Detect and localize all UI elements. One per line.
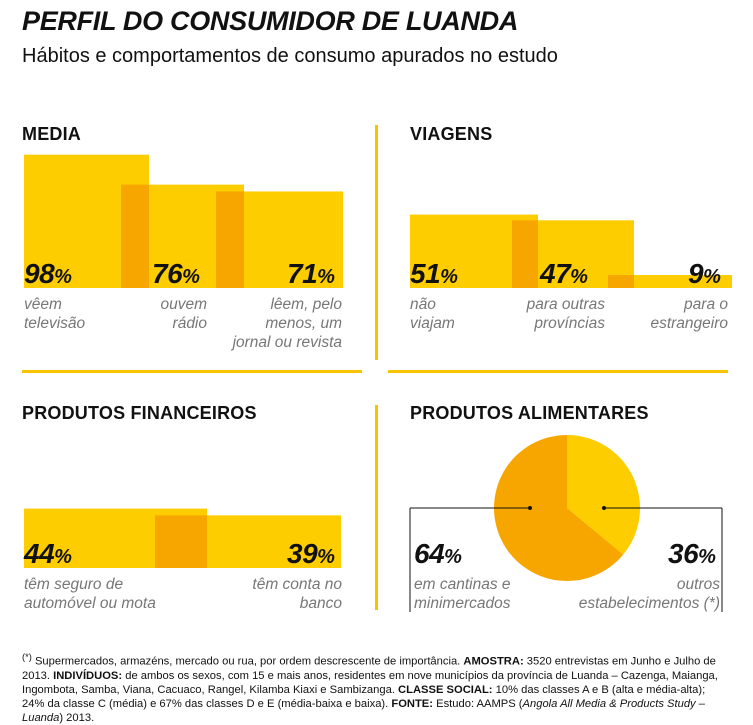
media-bars-overlap-1 (121, 184, 149, 288)
category-financeiros-1: têm conta no banco (252, 576, 342, 612)
value-label-media-0: 98% (24, 258, 72, 289)
category-viagens-0: não viajam (410, 296, 455, 332)
category-media-1: ouvem rádio (160, 296, 207, 332)
media-bars-overlap-2 (216, 191, 244, 288)
pie-slice-0 (493, 435, 624, 581)
fin-bars-overlap-1 (155, 515, 207, 568)
category-alimentares-1: outros estabelecimentos (*) (578, 576, 720, 612)
alimentares-leader-lines (409, 506, 723, 612)
section-title-alimentares: PRODUTOS ALIMENTARES (410, 403, 649, 423)
value-label-financeiros-1: 39% (287, 538, 335, 569)
category-financeiros-0: têm seguro de automóvel ou mota (24, 576, 156, 612)
value-label-viagens-2: 9% (688, 258, 721, 289)
category-media-0: vêem televisão (24, 296, 86, 332)
footnote: (*) Supermercados, armazéns, mercado ou … (22, 652, 718, 724)
page-title: PERFIL DO CONSUMIDOR DE LUANDA (22, 6, 519, 36)
value-label-financeiros-0: 44% (24, 538, 72, 569)
viagens-bars-overlap-1 (512, 220, 538, 288)
leader-dot-36 (602, 506, 606, 510)
value-label-viagens-1: 47% (540, 258, 588, 289)
divider-vertical-bottom (375, 405, 378, 610)
page-subtitle: Hábitos e comportamentos de consumo apur… (22, 45, 558, 67)
footnote-amostra-label: AMOSTRA: (463, 655, 524, 668)
viagens-bars-bar-2 (608, 275, 732, 288)
footnote-star: (*) (22, 652, 32, 662)
viagens-bars-overlap-2 (608, 275, 634, 288)
value-label-viagens-0: 51% (410, 258, 458, 289)
financeiros-bars (24, 508, 341, 568)
section-title-viagens: VIAGENS (410, 124, 493, 144)
value-label-alimentares-1: 36% (668, 538, 716, 569)
category-viagens-2: para o estrangeiro (650, 296, 728, 332)
media-bars (24, 154, 343, 288)
alimentares-pie (493, 435, 640, 581)
leader-dot-64 (528, 506, 532, 510)
section-title-media: MEDIA (22, 124, 81, 144)
footnote-classe-label: CLASSE SOCIAL: (398, 683, 493, 696)
value-label-alimentares-0: 64% (414, 538, 462, 569)
footnote-fonte-label: FONTE: (391, 697, 433, 710)
value-label-media-1: 76% (152, 258, 200, 289)
divider-horizontal-left (22, 370, 362, 373)
category-media-2: lêem, pelo menos, um jornal ou revista (232, 296, 342, 351)
divider-horizontal-right (388, 370, 728, 373)
divider-vertical-top (375, 125, 378, 360)
category-alimentares-0: em cantinas e minimercados (414, 576, 511, 612)
footnote-individuos-label: INDIVÍDUOS: (53, 669, 123, 682)
viagens-bars (410, 214, 732, 288)
value-label-media-2: 71% (287, 258, 335, 289)
category-viagens-1: para outras províncias (526, 296, 605, 332)
section-title-financeiros: PRODUTOS FINANCEIROS (22, 403, 257, 423)
pie-slice-1 (567, 435, 640, 555)
